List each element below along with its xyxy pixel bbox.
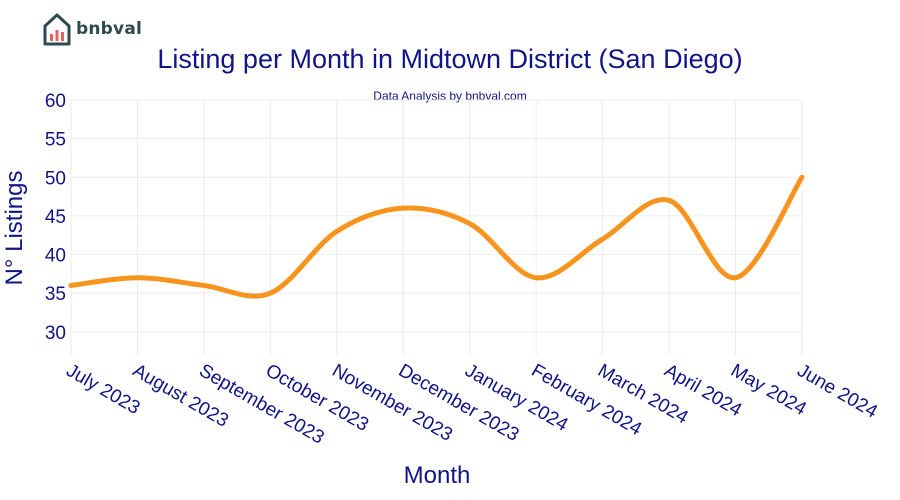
- x-axis-label: Month: [404, 462, 471, 489]
- y-axis: 30 35 40 45 50 55 60: [45, 91, 66, 344]
- y-tick-label: 60: [45, 91, 66, 112]
- x-tick-label: June 2024: [794, 360, 882, 423]
- series-line: [68, 174, 805, 299]
- y-tick-label: 50: [45, 168, 66, 189]
- house-chart-logo-icon: [43, 13, 71, 46]
- series-layer: [68, 174, 805, 299]
- y-tick-label: 55: [45, 130, 66, 151]
- y-tick-label: 30: [45, 323, 66, 344]
- y-tick-label: 45: [45, 207, 66, 228]
- y-axis-label: N° Listings: [1, 171, 28, 286]
- grid: [70, 99, 803, 355]
- brand-name: bnbval: [76, 19, 143, 39]
- x-tick-label: July 2023: [63, 360, 144, 419]
- chart-title: Listing per Month in Midtown District (S…: [157, 44, 743, 74]
- y-tick-label: 40: [45, 246, 66, 267]
- x-tick-label: February 2024: [528, 360, 646, 440]
- brand-logo: bnbval: [42, 12, 142, 46]
- y-tick-label: 35: [45, 284, 66, 305]
